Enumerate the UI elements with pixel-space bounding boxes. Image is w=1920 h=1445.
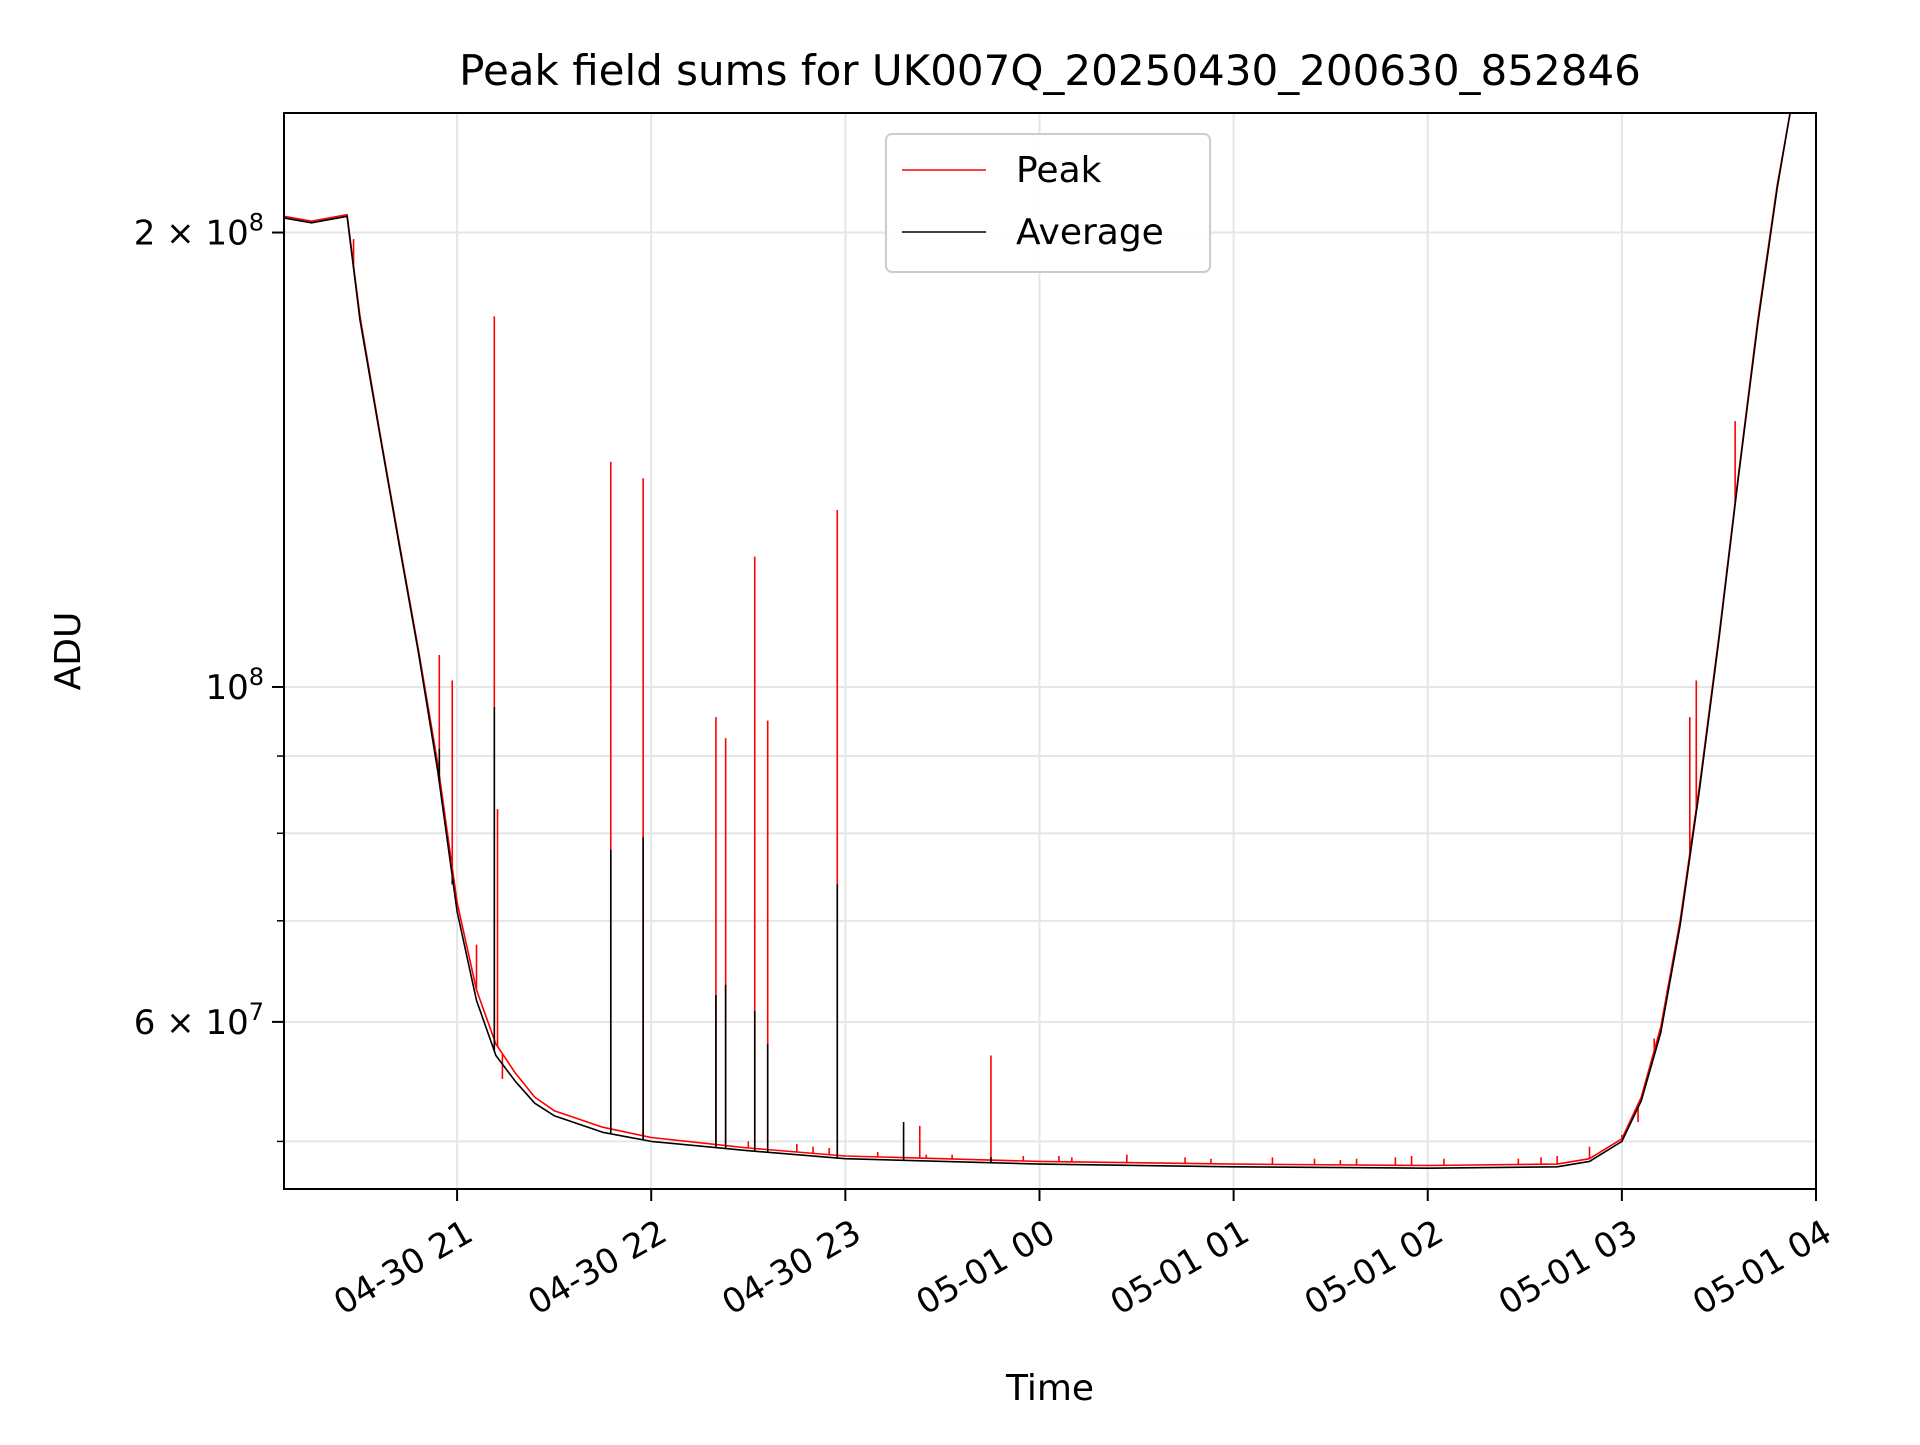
y-tick-label-base: 6 × 10 [134, 1003, 249, 1043]
chart-title: Peak field sums for UK007Q_20250430_2006… [459, 46, 1641, 95]
y-tick-label: 2 × 108 [134, 209, 264, 254]
y-tick-label-exponent: 7 [249, 998, 264, 1026]
series-average-line [283, 112, 1816, 1169]
y-tick-label-base: 10 [205, 668, 248, 708]
x-axis-label: Time [1005, 1368, 1094, 1409]
y-tick-label-base: 2 × 10 [134, 214, 249, 254]
legend-box [885, 133, 1211, 273]
y-tick-label: 6 × 107 [134, 998, 264, 1043]
legend: Peak Average [885, 133, 1211, 273]
y-tick-label-exponent: 8 [249, 663, 264, 691]
y-tick-label: 108 [205, 663, 264, 708]
plot-frame [283, 112, 1817, 1190]
series-layer [283, 112, 1816, 1169]
y-axis-label: ADU [48, 612, 89, 691]
legend-average-label: Average [1016, 212, 1164, 253]
y-tick-label-exponent: 8 [249, 209, 264, 237]
legend-peak-label: Peak [1016, 150, 1102, 191]
